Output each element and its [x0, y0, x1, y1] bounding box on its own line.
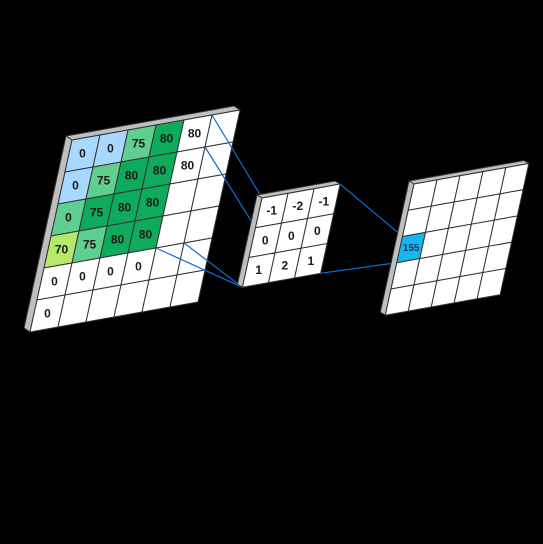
- output-cell-value: 155: [403, 243, 420, 254]
- input-cell-value: 0: [65, 211, 72, 225]
- input-cell-value: 80: [118, 201, 132, 215]
- input-cell-value: 75: [83, 238, 97, 252]
- kernel-cell-value: 0: [262, 233, 269, 247]
- kernel-cell-value: 0: [314, 224, 321, 238]
- convolution-diagram: 0 0 75 80 80 0 75 80 80 80 0 75 80 80 70 75 80 80 0 0 0 0 0 -1 -…: [0, 0, 543, 544]
- connection-line: [321, 263, 397, 274]
- input-cell-value: 0: [135, 260, 142, 274]
- input-cell-value: 75: [132, 137, 146, 151]
- input-cell-value: 0: [44, 307, 51, 321]
- kernel-cell-value: -1: [266, 204, 277, 218]
- input-cell-value: 0: [79, 147, 86, 161]
- input-cell-value: 0: [107, 142, 114, 156]
- input-cell-value: 0: [79, 270, 86, 284]
- input-cell-value: 0: [72, 179, 79, 193]
- connection-line: [340, 184, 402, 236]
- kernel-cell-value: 1: [255, 263, 262, 277]
- kernel-cell-value: 1: [307, 254, 314, 268]
- input-cell-value: 80: [139, 228, 153, 242]
- input-cell-value: 80: [188, 127, 202, 141]
- input-cell-value: 80: [146, 196, 160, 210]
- input-cell-value: 0: [51, 275, 58, 289]
- input-cell-value: 0: [107, 265, 114, 279]
- input-cell-value: 80: [111, 233, 125, 247]
- input-cell-value: 80: [181, 159, 195, 173]
- input-cell-value: 75: [97, 174, 111, 188]
- input-cell-value: 80: [153, 164, 167, 178]
- kernel-cell-value: -1: [319, 194, 330, 208]
- kernel-cell-value: -2: [292, 199, 303, 213]
- kernel-cell-value: 0: [288, 229, 295, 243]
- input-cell-value: 80: [125, 169, 139, 183]
- kernel-cell-value: 2: [281, 259, 288, 273]
- input-cell-value: 75: [90, 206, 104, 220]
- input-cell-value: 80: [160, 132, 174, 146]
- input-cell-value: 70: [55, 243, 69, 257]
